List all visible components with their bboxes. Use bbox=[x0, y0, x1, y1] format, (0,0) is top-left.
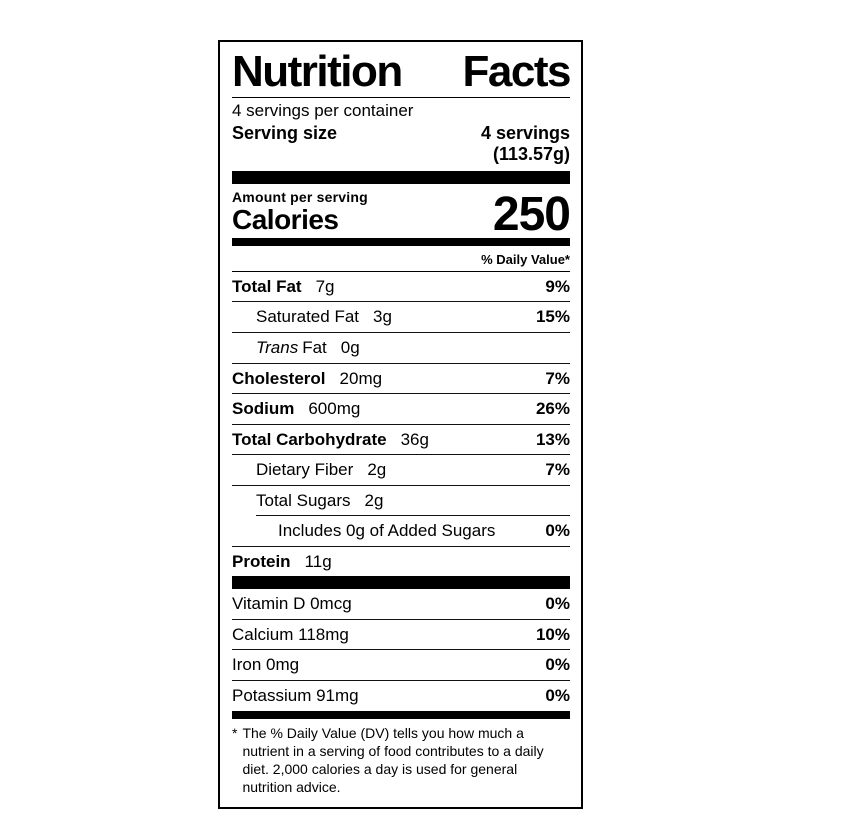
footnote-text: The % Daily Value (DV) tells you how muc… bbox=[242, 724, 544, 796]
servings-per-container: 4 servings per container bbox=[232, 101, 414, 120]
nutrient-name-amount: Total Fat 7g bbox=[232, 276, 335, 296]
micronutrient-dv: 0% bbox=[545, 685, 570, 705]
divider-indented bbox=[256, 515, 570, 517]
micronutrient-dv: 0% bbox=[545, 594, 570, 614]
nutrient-name-amount: Saturated Fat 3g bbox=[256, 307, 392, 327]
nutrient-dv: 7% bbox=[545, 368, 570, 388]
micronutrient-name: Calcium 118mg bbox=[232, 624, 349, 644]
nutrient-row-added-sugars: Includes 0g of Added Sugars 0% bbox=[232, 516, 570, 547]
micronutrient-row-potassium: Potassium 91mg 0% bbox=[232, 681, 570, 711]
micronutrient-row-vitamin-d: Vitamin D 0mcg 0% bbox=[232, 589, 570, 620]
micronutrient-row-calcium: Calcium 118mg 10% bbox=[232, 620, 570, 651]
daily-value-header: % Daily Value* bbox=[232, 246, 570, 272]
nutrient-row-sodium: Sodium 600mg 26% bbox=[232, 394, 570, 425]
nutrient-name-amount: Dietary Fiber 2g bbox=[256, 460, 387, 480]
nutrient-name-amount: Includes 0g of Added Sugars bbox=[278, 521, 496, 541]
divider-bar-thick-top bbox=[232, 170, 570, 184]
footnote: * The % Daily Value (DV) tells you how m… bbox=[232, 719, 570, 799]
nutrient-row-total-carbohydrate: Total Carbohydrate 36g 13% bbox=[232, 425, 570, 456]
nutrient-name-amount: Trans Fat 0g bbox=[256, 337, 360, 357]
serving-size-label: Serving size bbox=[232, 122, 338, 143]
serving-size-row: Serving size 4 servings bbox=[232, 121, 570, 144]
nutrient-name-amount: Cholesterol 20mg bbox=[232, 368, 383, 388]
amount-per-serving-label: Amount per serving bbox=[232, 188, 368, 205]
divider-bar-thick-micronutrients bbox=[232, 576, 570, 590]
title-word-nutrition: Nutrition bbox=[232, 47, 403, 96]
nutrient-row-protein: Protein 11g bbox=[232, 547, 570, 577]
nutrient-row-cholesterol: Cholesterol 20mg 7% bbox=[232, 364, 570, 395]
calories-left: Amount per serving Calories bbox=[232, 190, 368, 234]
nutrient-dv: 15% bbox=[535, 307, 570, 327]
footnote-asterisk: * bbox=[232, 724, 238, 741]
serving-size-weight: (113.57g) bbox=[492, 144, 570, 165]
serving-size-value: 4 servings bbox=[480, 122, 570, 143]
calories-value: 250 bbox=[492, 188, 571, 242]
micronutrient-name: Iron 0mg bbox=[232, 655, 300, 675]
title-word-facts: Facts bbox=[462, 47, 572, 96]
nutrient-row-saturated-fat: Saturated Fat 3g 15% bbox=[232, 302, 570, 333]
micronutrient-name: Vitamin D 0mcg bbox=[232, 594, 352, 614]
nutrient-row-total-fat: Total Fat 7g 9% bbox=[232, 272, 570, 303]
nutrient-dv: 7% bbox=[545, 460, 570, 480]
nutrient-row-total-sugars: Total Sugars 2g bbox=[232, 486, 570, 516]
nutrient-dv: 13% bbox=[535, 429, 570, 449]
calories-label: Calories bbox=[232, 203, 339, 235]
divider-bar-medium-calories bbox=[232, 237, 570, 246]
divider-bar-medium-footnote bbox=[232, 710, 570, 719]
nutrient-name-amount: Total Sugars 2g bbox=[256, 490, 384, 510]
nutrient-name-amount: Total Carbohydrate 36g bbox=[232, 429, 429, 449]
nutrient-row-dietary-fiber: Dietary Fiber 2g 7% bbox=[232, 455, 570, 486]
micronutrient-row-iron: Iron 0mg 0% bbox=[232, 650, 570, 681]
calories-section: Amount per serving Calories 250 bbox=[232, 184, 571, 242]
nutrient-dv: 26% bbox=[535, 399, 570, 419]
nutrition-facts-label: Nutrition Facts 4 servings per container… bbox=[218, 40, 583, 810]
micronutrient-dv: 0% bbox=[545, 655, 570, 675]
nutrient-row-trans-fat: Trans Fat 0g bbox=[232, 333, 570, 364]
nutrient-name-amount: Sodium 600mg bbox=[232, 399, 361, 419]
micronutrient-name: Potassium 91mg bbox=[232, 685, 359, 705]
nutrient-name-amount: Protein 11g bbox=[232, 551, 332, 571]
micronutrient-dv: 10% bbox=[535, 624, 570, 644]
nutrient-dv: 0% bbox=[545, 521, 570, 541]
nutrient-dv: 9% bbox=[545, 276, 570, 296]
label-title: Nutrition Facts bbox=[232, 47, 572, 98]
